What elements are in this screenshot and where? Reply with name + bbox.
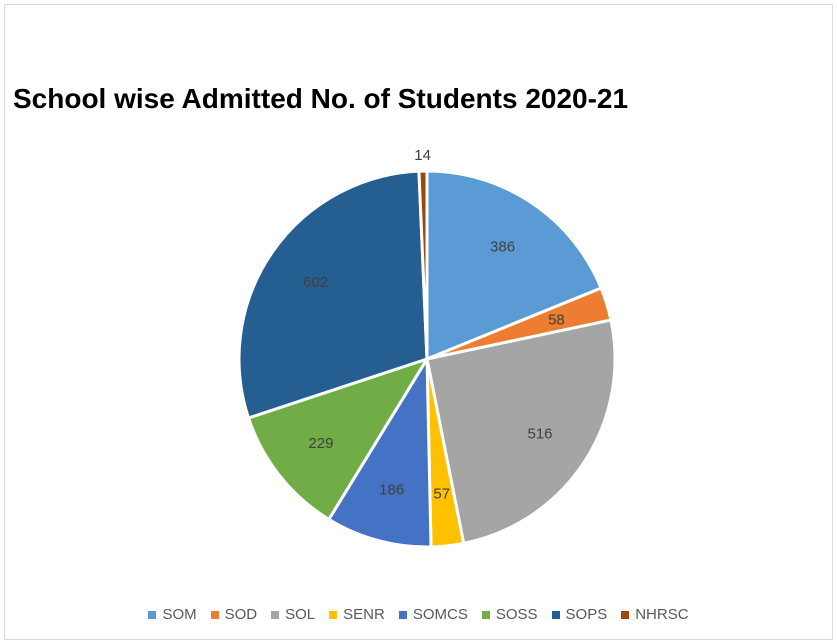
legend-item-somcs: SOMCS	[398, 606, 468, 623]
legend-swatch	[398, 610, 407, 619]
legend-swatch	[148, 610, 157, 619]
legend-swatch	[329, 610, 338, 619]
pie-slice-somcs	[326, 353, 433, 549]
legend-label: NHRSC	[635, 606, 689, 623]
data-label-sod: 58	[548, 311, 565, 328]
legend-item-sops: SOPS	[551, 606, 608, 623]
legend-item-soss: SOSS	[481, 606, 538, 623]
legend-label: SOL	[285, 606, 316, 623]
pie-slice-som	[425, 169, 604, 362]
legend-item-sod: SOD	[210, 606, 258, 623]
data-label-soss: 229	[308, 435, 333, 452]
legend-swatch	[621, 610, 630, 619]
data-label-nhrsc: 14	[414, 147, 431, 164]
pie-slice-nhrsc	[417, 169, 429, 360]
data-label-somcs: 186	[379, 482, 404, 499]
chart-title: School wise Admitted No. of Students 202…	[13, 83, 629, 114]
data-label-sops: 602	[303, 274, 328, 291]
data-label-som: 386	[490, 239, 515, 256]
pie-slice-sops	[237, 169, 429, 420]
legend-swatch	[481, 610, 490, 619]
legend-label: SOM	[162, 606, 197, 623]
pie-slice-sol	[425, 318, 617, 546]
legend-label: SOPS	[565, 606, 608, 623]
legend-label: SOD	[224, 606, 258, 623]
legend-item-som: SOM	[148, 606, 197, 623]
data-label-sol: 516	[527, 426, 552, 443]
legend-swatch	[271, 610, 280, 619]
legend-label: SOSS	[495, 606, 538, 623]
data-label-senr: 57	[433, 486, 450, 503]
legend-item-nhrsc: NHRSC	[621, 606, 689, 623]
legend-item-senr: SENR	[329, 606, 385, 623]
legend-label: SOMCS	[412, 606, 468, 623]
legend-item-sol: SOL	[271, 606, 315, 623]
pie-slice-soss	[246, 356, 431, 522]
chart-legend: SOM SOD SOL SENR SOMCS SOSS SOPS NHRSC	[0, 606, 837, 623]
legend-label: SENR	[343, 606, 385, 623]
legend-swatch	[551, 610, 560, 619]
legend-swatch	[210, 610, 219, 619]
